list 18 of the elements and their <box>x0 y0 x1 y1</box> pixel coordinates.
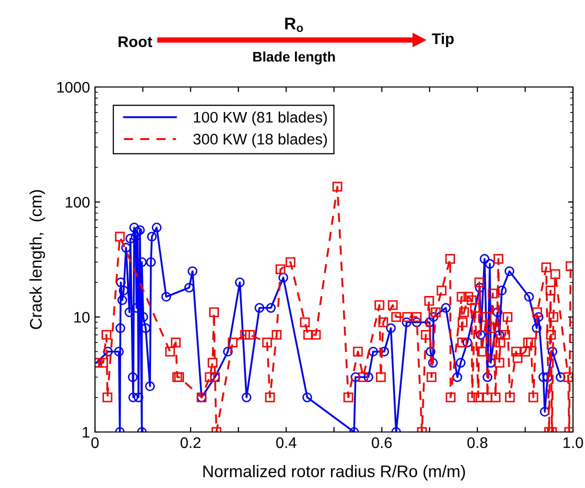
legend-label: 300 KW (18 blades) <box>193 133 327 148</box>
y-tick-label: 1 <box>82 427 90 438</box>
x-tick-label: 0.2 <box>180 437 200 448</box>
x-axis-title: Normalized rotor radius R/Ro (m/m) <box>203 464 465 481</box>
x-tick-label: 0.6 <box>372 437 392 448</box>
legend-label: 100 KW (81 blades) <box>194 111 327 126</box>
text: Tip <box>432 32 454 48</box>
y-tick-label: 10 <box>74 312 90 323</box>
x-tick-label: 1.0 <box>564 437 584 448</box>
y-axis-title: Crack length, (cm) <box>30 190 46 330</box>
text: Root <box>118 36 152 48</box>
text: R$_{o}$ <box>285 18 303 32</box>
y-tick-label: 100 <box>66 196 90 208</box>
x-tick-label: 0 <box>91 437 99 448</box>
x-tick-label: 0.8 <box>467 437 488 448</box>
x-tick-label: 0.4 <box>276 437 296 448</box>
text: Blade length <box>253 51 335 65</box>
y-tick-label: 1000 <box>57 82 90 93</box>
